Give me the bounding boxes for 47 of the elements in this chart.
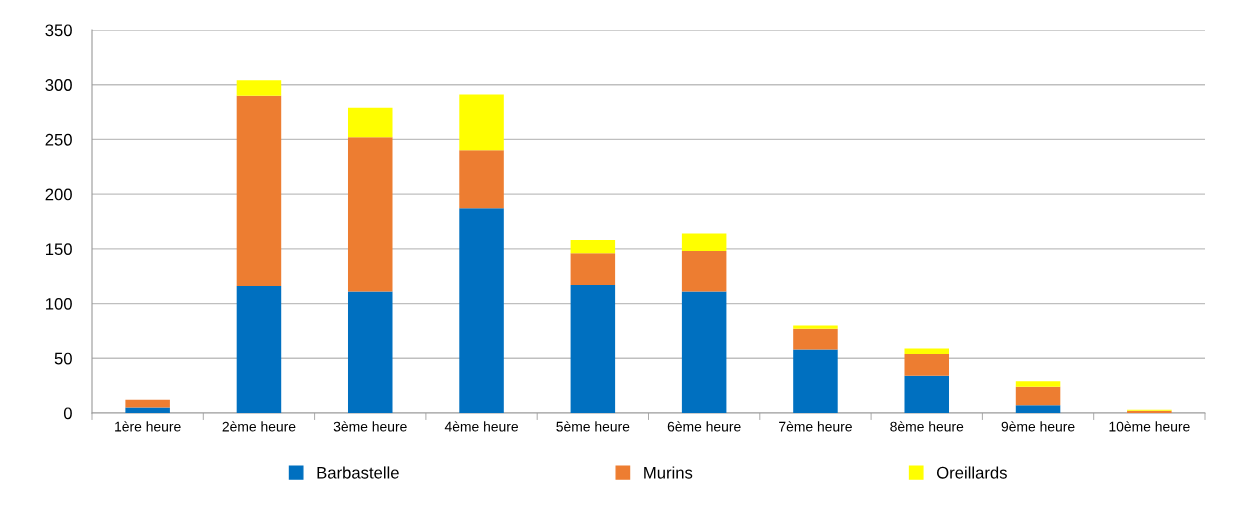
- bar: [1015, 381, 1061, 387]
- bar: [459, 94, 504, 151]
- bar: [570, 253, 616, 285]
- x-tick-label: 5ème heure: [556, 421, 630, 432]
- bar: [681, 291, 727, 413]
- x-tick-label: 7ème heure: [779, 421, 852, 432]
- bar: [681, 251, 727, 292]
- bar: [236, 286, 282, 413]
- y-tick-label: 150: [46, 243, 72, 256]
- bar: [125, 407, 170, 413]
- bar: [681, 233, 727, 252]
- x-tick-label: 1ère heure: [115, 421, 181, 432]
- bar: [570, 240, 616, 254]
- bar: [904, 353, 950, 376]
- bar: [904, 375, 950, 413]
- bar: [1015, 405, 1061, 413]
- y-tick-label: 100: [46, 297, 72, 310]
- x-tick-label: 8ème heure: [890, 421, 964, 432]
- bar: [347, 291, 393, 413]
- x-tick-label: 4ème heure: [444, 421, 518, 432]
- bar: [793, 349, 838, 413]
- bar: [459, 150, 504, 209]
- bar: [125, 399, 170, 408]
- bar: [347, 137, 393, 292]
- bar: [236, 95, 282, 287]
- bar: [347, 107, 393, 138]
- y-tick-label: 200: [45, 188, 72, 201]
- legend-label: Barbastelle: [317, 466, 399, 479]
- legend-label: Oreillards: [936, 466, 1007, 479]
- x-tick-label: 3ème heure: [333, 421, 407, 432]
- bar: [459, 208, 504, 413]
- y-tick-label: 350: [45, 24, 72, 37]
- bar: [793, 328, 838, 350]
- x-tick-label: 6ème heure: [667, 421, 741, 432]
- x-tick-label: 2ème heure: [222, 421, 296, 432]
- bar: [236, 80, 282, 96]
- y-tick-label: 0: [63, 407, 72, 420]
- y-tick-label: 250: [45, 133, 72, 146]
- bar: [904, 348, 950, 354]
- y-tick-label: 300: [45, 79, 72, 91]
- legend-label: Murins: [644, 466, 693, 479]
- x-tick-label: 9ème heure: [1001, 421, 1075, 432]
- bar: [793, 325, 838, 329]
- bar: [1015, 386, 1061, 406]
- bar: [570, 284, 616, 413]
- x-tick-label: 10ème heure: [1109, 421, 1190, 432]
- y-tick-label: 50: [54, 352, 72, 365]
